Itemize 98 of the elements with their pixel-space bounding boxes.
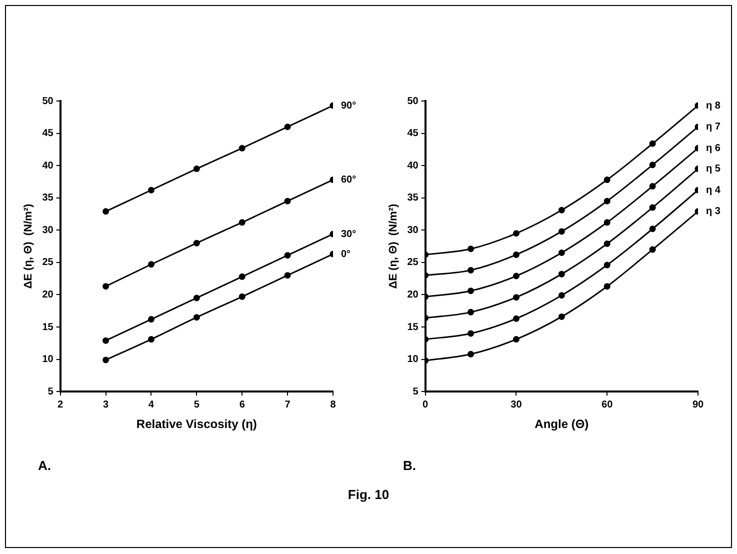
point [148,336,154,343]
point [468,266,474,274]
y-tick-label: 10 [42,354,54,366]
point [558,270,565,278]
point [284,272,291,279]
point [284,198,291,204]
point [102,208,110,215]
y-tick-label: 15 [42,322,54,333]
y-tick-label: 50 [407,96,419,107]
series-label: 0° [341,248,351,260]
point [558,313,565,320]
series-label: η 8 [706,100,721,112]
series-label: η 3 [706,206,721,218]
point [284,124,291,130]
caption: Fig. 10 [346,487,390,502]
point [512,251,520,258]
y-tick-label: 35 [407,192,419,204]
y-axis-title: ΔE (η, Θ) (N/m²) [388,204,400,289]
point [604,176,610,184]
x-tick-label: 6 [239,399,246,410]
y-tick-label: 5 [48,386,54,398]
point [468,330,474,337]
point [468,288,474,294]
y-tick-label: 20 [407,289,419,300]
text: B. [403,458,417,473]
point [558,250,565,256]
y-tick-label: 40 [407,160,419,172]
y-tick-label: 25 [407,257,419,268]
point [284,252,291,259]
x-tick-label: 90 [692,399,704,410]
series-label: 30° [341,228,356,240]
point [512,230,520,237]
y-tick-label: 5 [412,386,419,398]
point [468,308,474,316]
point [193,314,200,321]
point [649,140,656,147]
y-tick-label: 30 [407,224,419,236]
x-tick-label: 3 [102,399,109,410]
series-label: η 5 [706,164,721,175]
text: A. [38,458,52,473]
point [649,226,656,232]
y-tick-label: 40 [42,160,54,172]
y-tick-label: 30 [42,224,54,236]
x-tick-label: 60 [602,399,614,410]
point [649,182,656,190]
x-tick-label: 8 [330,399,336,410]
y-tick-label: 20 [42,289,54,300]
point [604,262,610,268]
y-tick-label: 25 [42,257,54,268]
point [238,144,246,152]
point [238,219,246,226]
point [649,162,656,168]
point [102,283,110,290]
x-tick-label: 4 [148,399,154,410]
point [604,283,610,290]
y-tick-label: 45 [407,128,419,140]
series-label: η 6 [706,142,721,154]
point [102,337,110,344]
point [148,186,154,194]
point [238,293,246,300]
point [604,219,610,226]
y-tick-label: 45 [42,128,54,140]
point [102,356,110,364]
x-axis-title: Relative Viscosity (η) [136,417,257,432]
point [558,228,565,235]
point [558,206,565,214]
point [148,261,154,268]
y-tick-label: 10 [407,354,419,366]
point [193,240,200,246]
point [649,204,656,211]
y-tick-label: 35 [42,192,54,204]
point [238,273,246,280]
x-tick-label: 7 [284,399,291,410]
point [193,294,200,302]
y-axis-title: ΔE (η, Θ) (N/m²) [22,204,35,289]
point [468,246,474,252]
y-tick-label: 50 [42,96,54,107]
series-label: 60° [341,174,356,186]
point [512,336,520,343]
series-label: 90° [341,100,356,112]
point [604,240,610,247]
point [512,272,520,280]
point [148,316,154,323]
x-tick-label: 5 [194,399,200,410]
point [512,315,520,322]
x-tick-label: 2 [58,399,64,410]
series-label: η 4 [706,184,721,196]
x-tick-label: 30 [510,399,522,410]
point [468,350,474,358]
point [604,198,610,204]
point [193,166,200,172]
x-axis-title: Angle (Θ) [534,417,589,432]
x-tick-label: 0 [422,399,429,410]
point [558,292,565,299]
y-tick-label: 15 [407,322,419,333]
point [512,294,520,301]
point [649,246,656,253]
series-label: η 7 [706,122,721,133]
